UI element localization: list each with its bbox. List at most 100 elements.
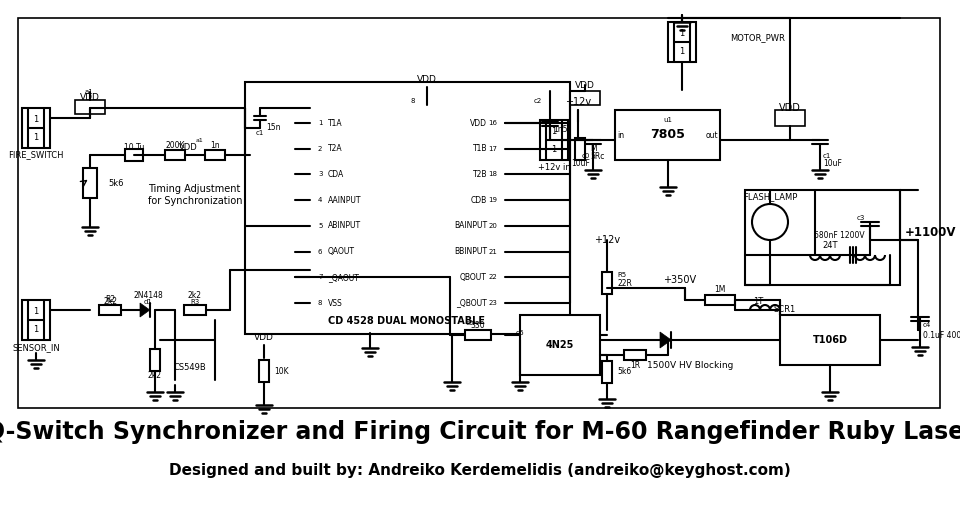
Text: 2: 2 xyxy=(318,146,323,152)
Text: VDD: VDD xyxy=(470,118,487,127)
Text: FIRE_SWITCH: FIRE_SWITCH xyxy=(9,150,63,159)
Text: R2: R2 xyxy=(105,296,115,304)
Bar xyxy=(245,82,570,334)
Text: BAINPUT: BAINPUT xyxy=(454,221,487,231)
Text: +1100V: +1100V xyxy=(904,226,956,239)
Text: 23: 23 xyxy=(488,300,497,306)
Text: T2A: T2A xyxy=(328,144,343,153)
Text: Q-Switch Synchronizer and Firing Circuit for M-60 Rangefinder Ruby Laser: Q-Switch Synchronizer and Firing Circuit… xyxy=(0,420,960,444)
Bar xyxy=(570,91,600,105)
Text: T1A: T1A xyxy=(328,118,343,127)
Text: c2: c2 xyxy=(534,98,542,104)
Text: 1n5: 1n5 xyxy=(553,126,567,135)
Text: ABINPUT: ABINPUT xyxy=(328,221,361,231)
Text: c4: c4 xyxy=(923,322,931,328)
Text: AAINPUT: AAINPUT xyxy=(328,195,362,205)
Text: MOTOR_PWR: MOTOR_PWR xyxy=(730,34,785,42)
Bar xyxy=(259,360,269,382)
Text: out: out xyxy=(706,130,718,139)
Text: 20: 20 xyxy=(488,223,497,229)
Text: 1: 1 xyxy=(551,145,557,154)
Text: CD 4528 DUAL MONOSTABLE: CD 4528 DUAL MONOSTABLE xyxy=(328,316,486,326)
Text: 8: 8 xyxy=(318,300,323,306)
Text: c0: c0 xyxy=(582,153,590,159)
Text: +12v: +12v xyxy=(564,97,591,107)
Text: BBINPUT: BBINPUT xyxy=(454,247,487,256)
Text: 22: 22 xyxy=(489,274,497,280)
Text: SENSOR_IN: SENSOR_IN xyxy=(12,344,60,353)
Text: SCR1: SCR1 xyxy=(774,305,796,314)
Text: VDD: VDD xyxy=(80,93,100,103)
Text: c3: c3 xyxy=(856,215,865,221)
Text: VSS: VSS xyxy=(328,299,343,308)
Text: 0.1uF 400V: 0.1uF 400V xyxy=(923,331,960,340)
Text: a1: a1 xyxy=(85,89,94,95)
Bar xyxy=(520,315,600,375)
Bar xyxy=(18,18,940,408)
Bar xyxy=(668,22,696,62)
Text: VDD: VDD xyxy=(254,333,274,343)
Bar xyxy=(575,138,585,160)
Text: _QBOUT: _QBOUT xyxy=(456,299,487,308)
Text: 24T: 24T xyxy=(823,241,838,249)
Text: 1: 1 xyxy=(34,324,38,333)
Text: 16: 16 xyxy=(488,120,497,126)
Text: Timing Adjustment
for Synchronization: Timing Adjustment for Synchronization xyxy=(148,184,243,206)
Text: 2k2: 2k2 xyxy=(103,298,117,307)
Text: 330: 330 xyxy=(470,321,486,330)
Text: in: in xyxy=(617,130,624,139)
Text: 1n: 1n xyxy=(210,140,220,149)
Text: 5Rc: 5Rc xyxy=(590,152,605,161)
Bar xyxy=(83,168,97,198)
Text: 18: 18 xyxy=(488,171,497,178)
Text: 10uF: 10uF xyxy=(823,159,842,169)
Text: 2k2: 2k2 xyxy=(188,291,202,300)
Bar xyxy=(99,305,121,315)
Text: VDD: VDD xyxy=(780,103,801,113)
Bar xyxy=(125,149,143,161)
Bar xyxy=(775,110,805,126)
Bar xyxy=(75,100,105,114)
Text: 19: 19 xyxy=(488,197,497,203)
Text: 1: 1 xyxy=(34,115,38,124)
Text: QAOUT: QAOUT xyxy=(328,247,355,256)
Bar xyxy=(465,330,491,340)
Text: R5: R5 xyxy=(617,272,626,278)
Bar xyxy=(745,190,900,285)
Text: 22R: 22R xyxy=(617,278,632,288)
Text: VDD: VDD xyxy=(179,143,198,151)
Text: 2k2: 2k2 xyxy=(148,370,162,379)
Text: +350V: +350V xyxy=(663,275,697,285)
Text: d1: d1 xyxy=(144,299,153,305)
Bar xyxy=(624,350,646,360)
Text: 1: 1 xyxy=(318,120,323,126)
Text: 1: 1 xyxy=(34,307,38,315)
Text: +12v in: +12v in xyxy=(538,163,571,172)
Text: d5: d5 xyxy=(516,330,524,336)
Text: 1500V HV Blocking: 1500V HV Blocking xyxy=(647,361,733,369)
Text: 1T: 1T xyxy=(753,298,763,307)
Text: 21: 21 xyxy=(488,248,497,255)
Text: 7: 7 xyxy=(318,274,323,280)
Bar xyxy=(705,295,735,305)
Text: Designed and built by: Andreiko Kerdemelidis (andreiko@keyghost.com): Designed and built by: Andreiko Kerdemel… xyxy=(169,463,791,477)
Text: 4: 4 xyxy=(318,197,323,203)
Text: T1B: T1B xyxy=(472,144,487,153)
Text: _QAOUT: _QAOUT xyxy=(328,273,359,282)
Text: 5: 5 xyxy=(318,223,323,229)
Text: c5: c5 xyxy=(466,320,474,326)
Text: 1: 1 xyxy=(551,126,557,136)
Text: a1: a1 xyxy=(196,137,204,143)
Bar xyxy=(602,272,612,294)
Polygon shape xyxy=(660,332,671,348)
Text: 15n: 15n xyxy=(266,124,280,133)
Text: M: M xyxy=(590,144,596,153)
Text: 200K: 200K xyxy=(165,140,184,149)
Bar xyxy=(165,150,185,160)
Text: FLASH_LAMP: FLASH_LAMP xyxy=(743,192,797,202)
Bar xyxy=(310,105,505,333)
Text: 5k6: 5k6 xyxy=(108,179,124,188)
Bar xyxy=(205,150,225,160)
Text: 10uF: 10uF xyxy=(571,159,590,169)
Text: CS549B: CS549B xyxy=(174,364,206,373)
